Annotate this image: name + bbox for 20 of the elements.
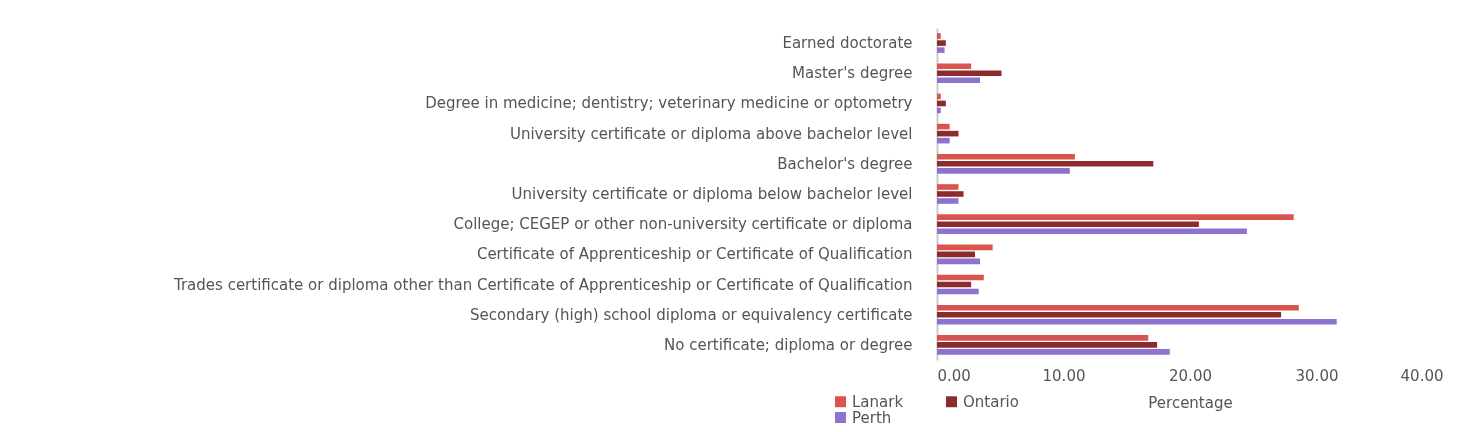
y-tick-label: Secondary (high) school diploma or equivalency certificate	[470, 305, 913, 324]
y-tick-label: University certificate or diploma above bachelor level	[509, 124, 913, 143]
x-tick-label: 40.00	[1400, 366, 1444, 385]
x-axis-title: Percentage	[1148, 393, 1233, 412]
x-tick-label: 0.00	[937, 366, 971, 385]
legend-label: Lanark	[852, 392, 904, 411]
y-tick-label: University certificate or diploma below bachelor level	[511, 185, 913, 203]
legend-label: Perth	[852, 408, 892, 427]
y-tick-label: Certificate of Apprenticeship or Certificate of Qualification	[476, 245, 913, 264]
x-tick-label: 20.00	[1169, 366, 1212, 385]
x-tick-label: 30.00	[1295, 366, 1339, 385]
x-tick-label: 10.00	[1042, 366, 1086, 385]
y-tick-label: Master's degree	[792, 64, 913, 83]
y-tick-label: College; CEGEP or other non-university certificate or diploma	[453, 215, 913, 234]
y-tick-label: Trades certificate or diploma other than Certificate of Apprenticeship or Certificate of Qualification	[172, 275, 913, 294]
y-tick-label: Earned doctorate	[782, 34, 913, 53]
y-tick-label: No certificate; diploma or degree	[664, 335, 913, 354]
legend-label: Ontario	[963, 392, 1019, 411]
y-tick-label: Degree in medicine; dentistry; veterinary medicine or optometry	[425, 94, 913, 113]
y-tick-label: Bachelor's degree	[777, 154, 913, 173]
